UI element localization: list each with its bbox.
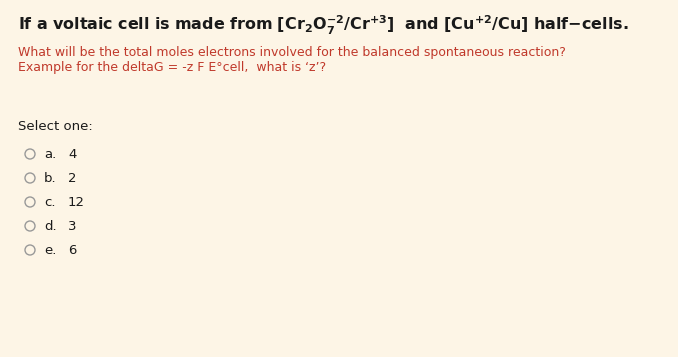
Text: Select one:: Select one:: [18, 120, 93, 133]
Text: $\bf{If\ a\ voltaic\ cell\ is\ made\ from\ [Cr_2O_7^{-2}/Cr^{+3}]}$$\bf{\ \ and\: $\bf{If\ a\ voltaic\ cell\ is\ made\ fro…: [18, 14, 629, 37]
Text: e.: e.: [44, 243, 56, 256]
Text: 2: 2: [68, 171, 77, 185]
Text: Example for the deltaG = -z F E°cell,  what is ‘z’?: Example for the deltaG = -z F E°cell, wh…: [18, 61, 326, 74]
Text: 6: 6: [68, 243, 77, 256]
Text: 12: 12: [68, 196, 85, 208]
Text: 3: 3: [68, 220, 77, 232]
Text: c.: c.: [44, 196, 56, 208]
Text: What will be the total moles electrons involved for the balanced spontaneous rea: What will be the total moles electrons i…: [18, 46, 566, 59]
Text: 4: 4: [68, 147, 77, 161]
Text: d.: d.: [44, 220, 57, 232]
Text: a.: a.: [44, 147, 56, 161]
Text: b.: b.: [44, 171, 57, 185]
